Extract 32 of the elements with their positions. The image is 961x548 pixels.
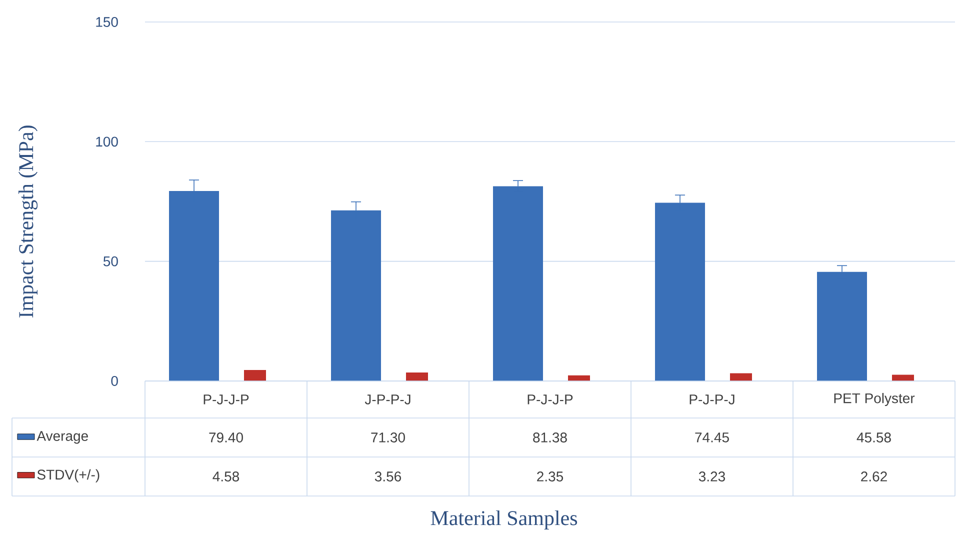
legend-label: Average [36,431,88,444]
y-axis-title: Impact Strength (MPa) [18,126,38,318]
data-label: 2.62 [861,472,887,482]
data-label: 81.38 [533,432,567,442]
data-label: 2.35 [537,472,564,482]
bar [169,190,220,381]
bar [331,210,382,381]
x-tick-label: J-P-P-J [364,394,410,404]
bar [892,374,914,381]
x-tick-label: PET Polyster [834,392,915,406]
data-label: 3.56 [374,472,402,482]
data-label: 3.23 [698,472,726,482]
y-tick-label: 50 [103,256,118,266]
bar [244,370,266,381]
data-label: 79.40 [209,432,243,442]
bar [730,373,752,381]
bar [817,272,867,381]
bar [655,202,706,381]
x-tick-label: P-J-J-P [528,394,573,404]
x-axis-title: Material Samples [430,510,578,530]
y-tick-label: 0 [111,376,118,386]
x-tick-label: P-J-P-J [690,394,734,404]
data-label: 4.58 [212,472,240,482]
x-tick-label: P-J-J-P [204,394,249,404]
legend-label: STDV(+/-) [37,469,100,482]
bar [493,186,544,381]
bar [406,372,428,381]
y-tick-label: 150 [96,17,118,27]
data-label: 74.45 [695,432,729,442]
data-label: 71.30 [371,432,405,442]
y-tick-label: 100 [96,136,118,147]
data-label: 45.58 [856,432,891,442]
